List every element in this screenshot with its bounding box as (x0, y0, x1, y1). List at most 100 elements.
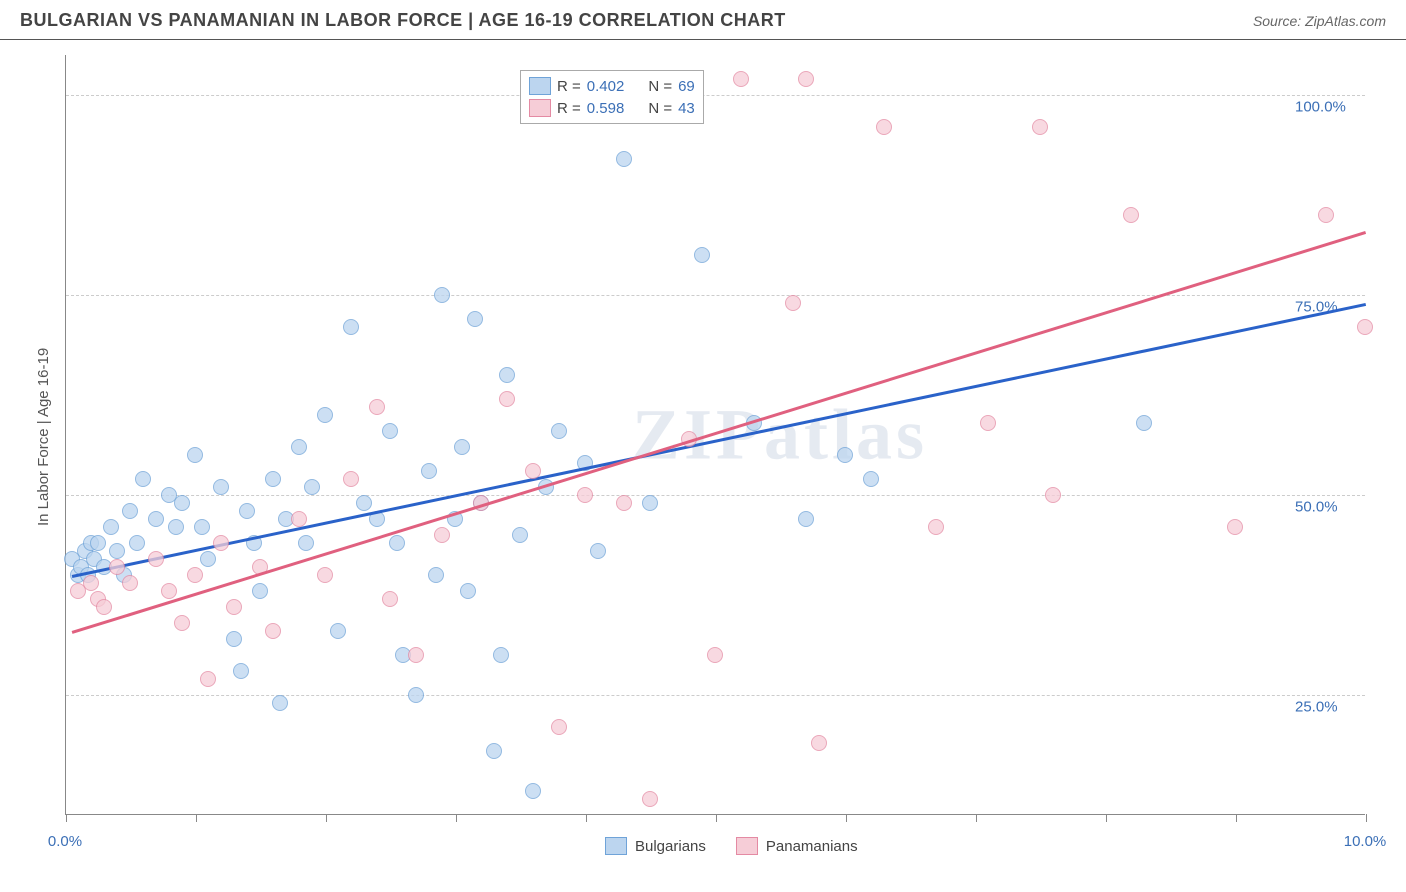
scatter-point (980, 415, 996, 431)
scatter-point (837, 447, 853, 463)
legend-swatch (736, 837, 758, 855)
scatter-point (642, 791, 658, 807)
x-tick (586, 814, 587, 822)
scatter-point (226, 631, 242, 647)
scatter-point (551, 423, 567, 439)
scatter-point (408, 647, 424, 663)
legend-stats-row: R =0.598N =43 (529, 97, 695, 119)
scatter-point (135, 471, 151, 487)
scatter-point (863, 471, 879, 487)
x-tick-label: 0.0% (48, 833, 82, 850)
scatter-point (148, 551, 164, 567)
scatter-point (291, 511, 307, 527)
x-tick (196, 814, 197, 822)
scatter-point (454, 439, 470, 455)
scatter-point (148, 511, 164, 527)
legend-n-label: N = (648, 100, 672, 117)
scatter-point (551, 719, 567, 735)
scatter-point (96, 599, 112, 615)
x-tick (846, 814, 847, 822)
scatter-point (876, 119, 892, 135)
scatter-point (512, 527, 528, 543)
x-tick (1366, 814, 1367, 822)
legend-n-label: N = (648, 78, 672, 95)
legend-n-value: 69 (678, 78, 695, 95)
scatter-point (707, 647, 723, 663)
legend-series-item: Panamanians (736, 837, 858, 855)
x-tick (326, 814, 327, 822)
scatter-point (356, 495, 372, 511)
scatter-point (1357, 319, 1373, 335)
scatter-point (369, 399, 385, 415)
legend-swatch (529, 99, 551, 117)
scatter-point (1123, 207, 1139, 223)
x-tick (976, 814, 977, 822)
scatter-point (694, 247, 710, 263)
x-tick (716, 814, 717, 822)
scatter-point (272, 695, 288, 711)
scatter-point (389, 535, 405, 551)
scatter-point (1136, 415, 1152, 431)
plot-area (65, 55, 1365, 815)
legend-r-label: R = (557, 100, 581, 117)
scatter-point (343, 319, 359, 335)
scatter-point (499, 391, 515, 407)
legend-r-label: R = (557, 78, 581, 95)
scatter-point (109, 543, 125, 559)
scatter-point (343, 471, 359, 487)
legend-series-label: Panamanians (766, 838, 858, 855)
scatter-point (200, 671, 216, 687)
x-tick-label: 10.0% (1344, 833, 1387, 850)
correlation-chart: 25.0%50.0%75.0%100.0%0.0%10.0%In Labor F… (20, 40, 1386, 860)
scatter-point (226, 599, 242, 615)
legend-series-label: Bulgarians (635, 838, 706, 855)
scatter-point (174, 615, 190, 631)
scatter-point (252, 583, 268, 599)
scatter-point (265, 623, 281, 639)
scatter-point (928, 519, 944, 535)
scatter-point (1045, 487, 1061, 503)
scatter-point (460, 583, 476, 599)
scatter-point (83, 575, 99, 591)
scatter-point (434, 287, 450, 303)
scatter-point (434, 527, 450, 543)
scatter-point (129, 535, 145, 551)
scatter-point (811, 735, 827, 751)
scatter-point (467, 311, 483, 327)
y-axis-label: In Labor Force | Age 16-19 (35, 348, 52, 526)
scatter-point (1032, 119, 1048, 135)
scatter-point (382, 423, 398, 439)
legend-r-value: 0.598 (587, 100, 625, 117)
scatter-point (265, 471, 281, 487)
scatter-point (798, 511, 814, 527)
scatter-point (161, 583, 177, 599)
scatter-point (616, 495, 632, 511)
chart-source: Source: ZipAtlas.com (1253, 13, 1386, 29)
scatter-point (642, 495, 658, 511)
scatter-point (785, 295, 801, 311)
scatter-point (187, 447, 203, 463)
x-tick (456, 814, 457, 822)
scatter-point (103, 519, 119, 535)
scatter-point (1318, 207, 1334, 223)
scatter-point (291, 439, 307, 455)
scatter-point (187, 567, 203, 583)
scatter-point (408, 687, 424, 703)
scatter-point (421, 463, 437, 479)
legend-stats-row: R =0.402N =69 (529, 75, 695, 97)
scatter-point (213, 479, 229, 495)
scatter-point (525, 463, 541, 479)
scatter-point (733, 71, 749, 87)
x-tick (1106, 814, 1107, 822)
scatter-point (317, 567, 333, 583)
x-tick (1236, 814, 1237, 822)
scatter-point (486, 743, 502, 759)
scatter-point (122, 575, 138, 591)
scatter-point (382, 591, 398, 607)
scatter-point (239, 503, 255, 519)
scatter-point (298, 535, 314, 551)
scatter-point (90, 535, 106, 551)
chart-title: BULGARIAN VS PANAMANIAN IN LABOR FORCE |… (20, 10, 786, 31)
scatter-point (525, 783, 541, 799)
scatter-point (330, 623, 346, 639)
